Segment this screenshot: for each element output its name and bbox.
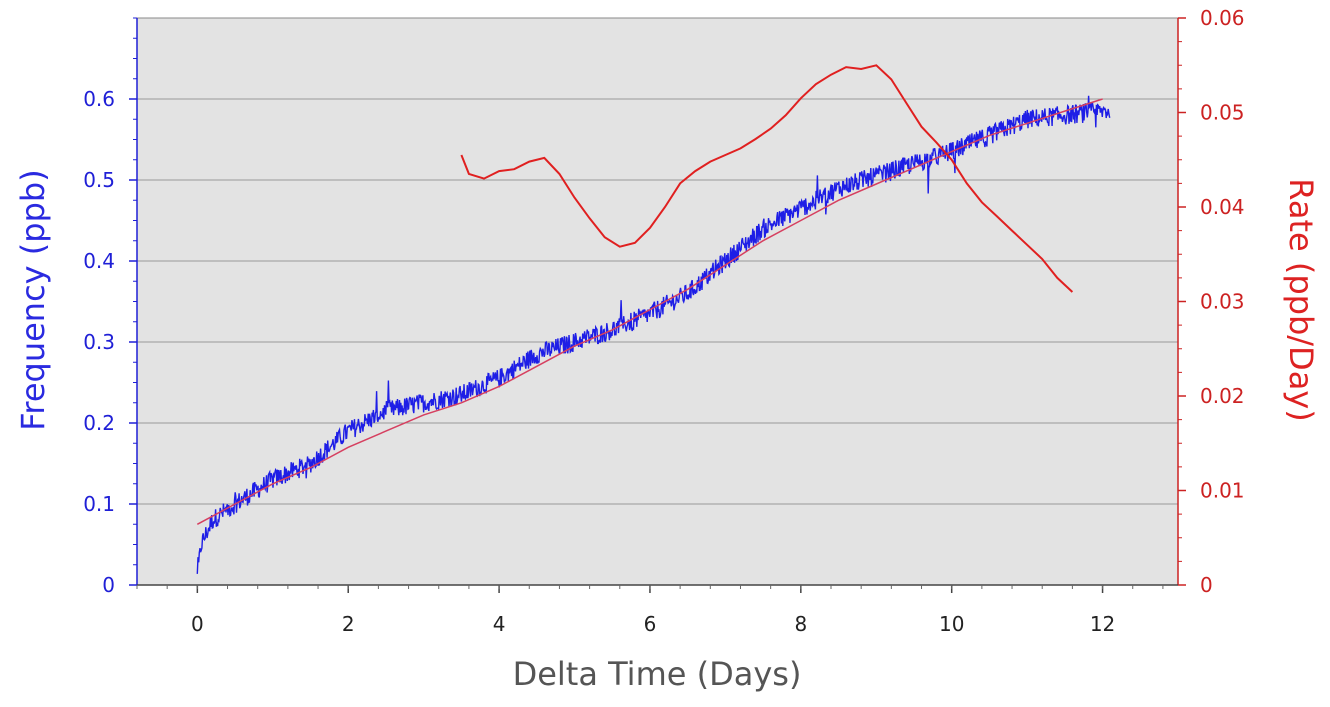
x-axis-title: Delta Time (Days) <box>513 655 802 693</box>
right-tick-label: 0.02 <box>1200 384 1245 408</box>
right-axis-title: Rate (ppb/Day) <box>1282 178 1320 421</box>
tick-layer: 0 0.1 0.2 0.3 0.4 0.5 0.6 0 0.01 0.02 0.03 0.04 0.05… <box>83 6 1244 636</box>
series-rate-line <box>460 64 1074 293</box>
x-tick-label: 0 <box>191 612 204 636</box>
left-tick-label: 0.3 <box>83 330 115 354</box>
x-tick-label: 4 <box>493 612 506 636</box>
left-tick-label: 0.4 <box>83 249 115 273</box>
left-axis-title: Frequency (ppb) <box>14 169 52 430</box>
series-layer <box>196 64 1111 574</box>
left-tick-label: 0.6 <box>83 87 115 111</box>
left-tick-label: 0.5 <box>83 168 115 192</box>
right-tick-label: 0.03 <box>1200 290 1245 314</box>
left-tick-label: 0.2 <box>83 411 115 435</box>
grid-lines <box>137 98 1178 505</box>
x-tick-label: 10 <box>939 612 964 636</box>
left-tick-label: 0.1 <box>83 492 115 516</box>
right-tick-label: 0.01 <box>1200 479 1245 503</box>
right-tick-label: 0.04 <box>1200 195 1245 219</box>
right-tick-label: 0 <box>1200 573 1213 597</box>
x-tick-label: 6 <box>644 612 657 636</box>
x-tick-label: 2 <box>342 612 355 636</box>
x-tick-label: 12 <box>1090 612 1115 636</box>
x-tick-label: 8 <box>794 612 807 636</box>
series-fit-line <box>196 98 1103 525</box>
right-tick-label: 0.05 <box>1200 101 1245 125</box>
right-tick-label: 0.06 <box>1200 6 1245 30</box>
left-tick-label: 0 <box>102 573 115 597</box>
